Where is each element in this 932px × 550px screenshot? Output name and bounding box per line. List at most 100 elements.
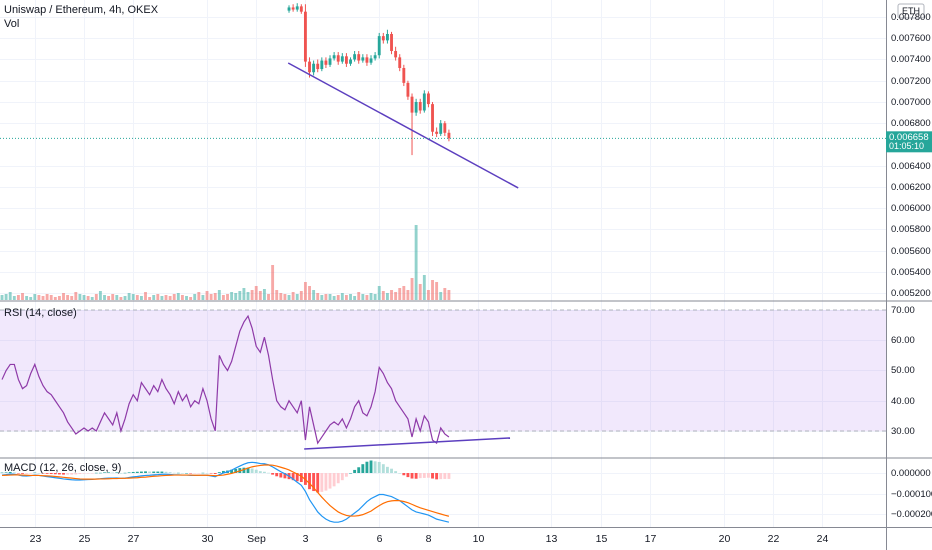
volume-bar bbox=[275, 290, 279, 300]
volume-bar bbox=[242, 288, 246, 300]
candle-body bbox=[394, 50, 398, 58]
volume-bar bbox=[402, 286, 406, 300]
volume-bar bbox=[316, 293, 320, 300]
macd-histogram-bar bbox=[148, 471, 152, 474]
x-tick-label: 8 bbox=[426, 533, 432, 545]
volume-bar bbox=[139, 296, 143, 300]
volume-bar bbox=[74, 292, 78, 300]
candle-body bbox=[418, 101, 422, 111]
volume-bar bbox=[119, 297, 123, 300]
macd-histogram-bar bbox=[447, 473, 451, 479]
volume-bar bbox=[328, 294, 332, 300]
volume-bar bbox=[238, 291, 242, 300]
volume-bar bbox=[78, 294, 82, 300]
y-tick-label: −0.000200 bbox=[891, 509, 932, 520]
volume-bar bbox=[135, 295, 139, 300]
volume-bar bbox=[172, 294, 176, 300]
candle-body bbox=[435, 131, 439, 134]
volume-bar bbox=[70, 296, 74, 300]
candle-body bbox=[414, 101, 418, 113]
volume-bar bbox=[98, 291, 102, 300]
macd-histogram-bar bbox=[426, 473, 430, 478]
candle-body bbox=[381, 36, 385, 41]
x-tick-label: 24 bbox=[817, 533, 829, 545]
macd-histogram-bar bbox=[123, 472, 127, 474]
macd-legend[interactable]: MACD (12, 26, close, 9) bbox=[4, 462, 121, 474]
last-price: 0.006658 bbox=[889, 132, 929, 143]
y-tick-label: 0.006200 bbox=[891, 182, 931, 193]
volume-bar bbox=[336, 295, 340, 300]
macd-histogram-bar bbox=[12, 472, 16, 474]
macd-histogram-bar bbox=[152, 471, 156, 474]
y-tick-label: −0.000100 bbox=[891, 489, 932, 500]
volume-bar bbox=[189, 297, 193, 300]
volume-bar bbox=[221, 295, 225, 300]
volume-bar bbox=[53, 297, 57, 300]
macd-histogram-bar bbox=[131, 471, 135, 474]
candle-body bbox=[353, 54, 357, 60]
candle-body bbox=[312, 63, 316, 73]
currency-box[interactable] bbox=[897, 3, 925, 19]
macd-histogram-bar bbox=[299, 473, 303, 483]
y-tick-label: 0.000000 bbox=[891, 468, 931, 479]
macd-histogram-bar bbox=[336, 473, 340, 484]
macd-histogram-bar bbox=[144, 471, 147, 474]
volume-bar bbox=[37, 295, 41, 300]
macd-histogram-bar bbox=[49, 473, 53, 475]
macd-histogram-bar bbox=[340, 473, 344, 481]
volume-bar bbox=[180, 295, 184, 300]
candle-body bbox=[377, 36, 381, 56]
volume-bar bbox=[385, 293, 389, 300]
macd-histogram-bar bbox=[242, 467, 246, 474]
volume-bar bbox=[381, 291, 385, 300]
volume-bar bbox=[148, 297, 152, 300]
volume-bar bbox=[144, 292, 147, 300]
macd-histogram-bar bbox=[119, 473, 123, 474]
volume-bar bbox=[390, 290, 393, 300]
macd-histogram-bar bbox=[246, 467, 250, 474]
candle-body bbox=[336, 55, 340, 62]
volume-bar bbox=[226, 294, 229, 300]
macd-histogram-bar bbox=[283, 473, 287, 479]
symbol-title[interactable]: Uniswap / Ethereum, 4h, OKEX bbox=[4, 4, 159, 16]
price-pane bbox=[0, 3, 886, 300]
volume-bar bbox=[107, 296, 111, 300]
volume-bar bbox=[308, 286, 311, 300]
candle-body bbox=[365, 57, 369, 63]
volume-bar bbox=[398, 288, 402, 300]
macd-histogram-bar bbox=[344, 473, 348, 477]
volume-bar bbox=[303, 282, 307, 300]
macd-histogram-bar bbox=[295, 473, 299, 482]
volume-legend[interactable]: Vol bbox=[4, 18, 19, 30]
volume-bar bbox=[25, 296, 29, 300]
rsi-pane bbox=[0, 309, 886, 450]
volume-bar bbox=[295, 294, 299, 300]
macd-histogram-bar bbox=[53, 473, 57, 475]
volume-bar bbox=[250, 290, 254, 300]
y-tick-label: 70.00 bbox=[891, 305, 915, 316]
volume-bar bbox=[111, 294, 115, 300]
macd-histogram-bar bbox=[217, 472, 221, 474]
volume-bar bbox=[349, 294, 352, 300]
volume-bar bbox=[49, 295, 53, 300]
volume-bar bbox=[29, 297, 33, 300]
volume-bar bbox=[33, 294, 37, 300]
macd-histogram-bar bbox=[435, 473, 439, 480]
macd-histogram-bar bbox=[291, 473, 295, 481]
macd-histogram-bar bbox=[349, 473, 352, 474]
macd-histogram-bar bbox=[369, 460, 373, 474]
volume-bar bbox=[353, 296, 357, 300]
macd-histogram-bar bbox=[62, 473, 65, 475]
volume-bar bbox=[4, 294, 8, 300]
macd-histogram-bar bbox=[205, 473, 209, 474]
x-tick-label: 20 bbox=[719, 533, 731, 545]
macd-histogram-bar bbox=[230, 469, 234, 474]
macd-histogram-bar bbox=[394, 471, 398, 474]
rsi-legend[interactable]: RSI (14, close) bbox=[4, 307, 77, 319]
candle-body bbox=[369, 58, 373, 63]
macd-histogram-bar bbox=[189, 473, 193, 474]
macd-pane bbox=[0, 460, 451, 523]
macd-histogram-bar bbox=[139, 471, 143, 474]
macd-histogram-bar bbox=[209, 473, 213, 474]
macd-histogram-bar bbox=[398, 473, 402, 474]
